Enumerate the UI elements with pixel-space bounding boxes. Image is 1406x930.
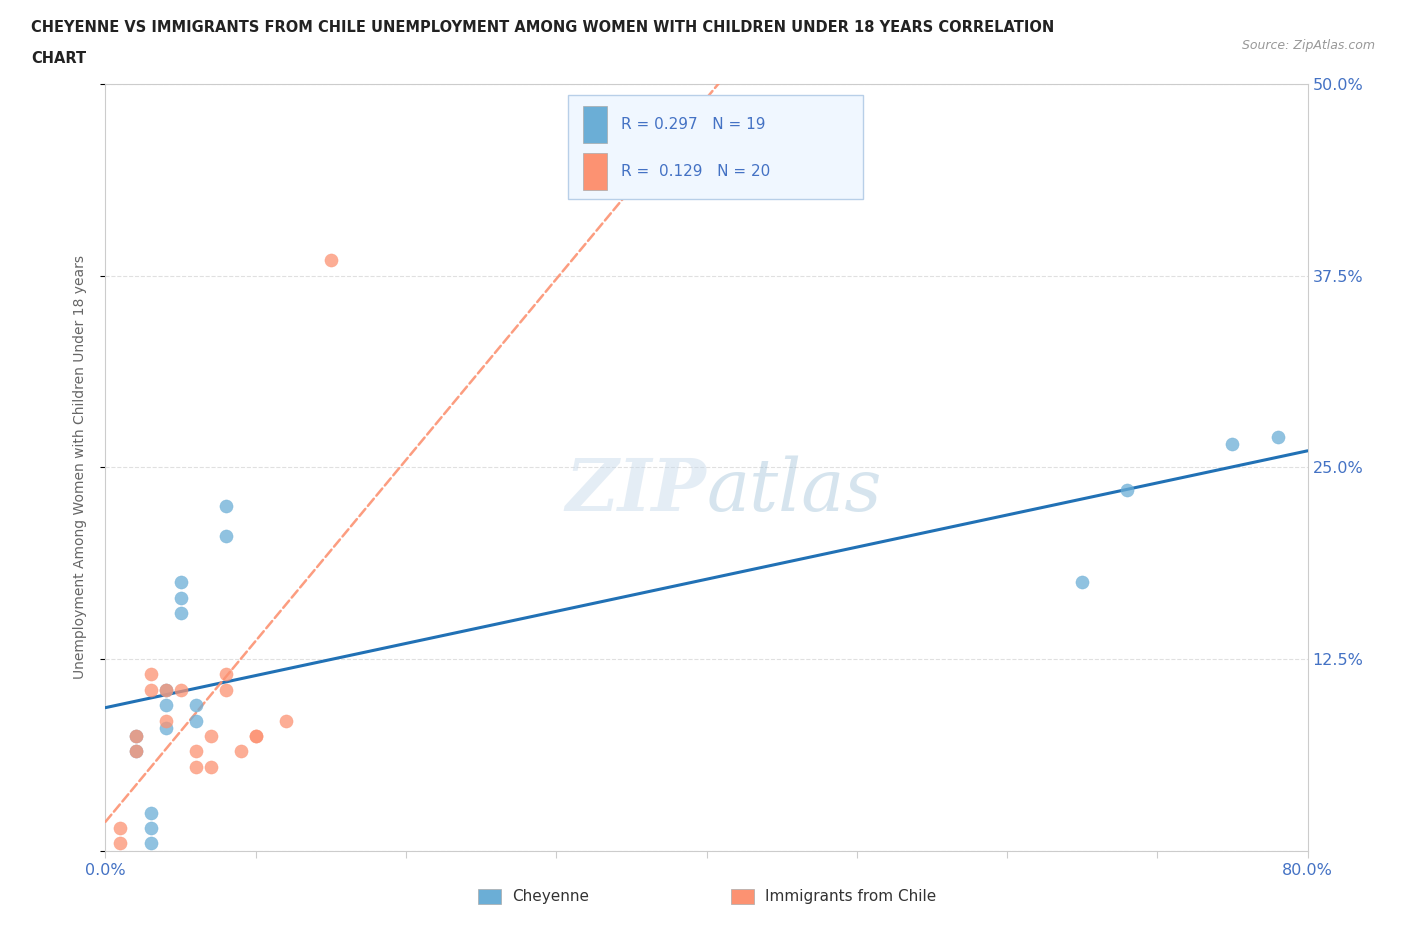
Point [139, 667, 162, 682]
Point [1222, 437, 1244, 452]
Point [139, 836, 162, 851]
Point [184, 698, 207, 712]
FancyBboxPatch shape [582, 106, 607, 143]
Point [124, 728, 146, 743]
Point [139, 683, 162, 698]
Point [124, 744, 146, 759]
Text: ZIP: ZIP [565, 455, 707, 525]
Point [214, 529, 236, 544]
Y-axis label: Unemployment Among Women with Children Under 18 years: Unemployment Among Women with Children U… [73, 256, 87, 679]
Point [229, 744, 252, 759]
Text: atlas: atlas [707, 455, 882, 525]
Point [139, 805, 162, 820]
Point [245, 728, 267, 743]
Text: CHEYENNE VS IMMIGRANTS FROM CHILE UNEMPLOYMENT AMONG WOMEN WITH CHILDREN UNDER 1: CHEYENNE VS IMMIGRANTS FROM CHILE UNEMPL… [31, 20, 1054, 35]
Point [184, 713, 207, 728]
Point [1267, 430, 1289, 445]
Point [184, 744, 207, 759]
Point [124, 744, 146, 759]
Point [169, 575, 191, 590]
Text: Cheyenne: Cheyenne [512, 889, 589, 904]
FancyBboxPatch shape [568, 95, 863, 199]
Point [245, 728, 267, 743]
Point [184, 759, 207, 774]
Point [110, 820, 132, 835]
Point [1116, 483, 1139, 498]
Text: R = 0.297   N = 19: R = 0.297 N = 19 [621, 117, 766, 132]
Point [214, 498, 236, 513]
Point [155, 721, 177, 736]
Point [155, 698, 177, 712]
FancyBboxPatch shape [582, 153, 607, 190]
Point [110, 836, 132, 851]
Point [155, 683, 177, 698]
Point [169, 683, 191, 698]
Text: Source: ZipAtlas.com: Source: ZipAtlas.com [1241, 39, 1375, 52]
Point [169, 605, 191, 620]
Point [155, 683, 177, 698]
Point [139, 820, 162, 835]
Text: CHART: CHART [31, 51, 86, 66]
Point [169, 591, 191, 605]
Point [214, 683, 236, 698]
Point [200, 759, 222, 774]
Point [214, 667, 236, 682]
Point [200, 728, 222, 743]
Point [124, 728, 146, 743]
Text: Immigrants from Chile: Immigrants from Chile [765, 889, 936, 904]
Point [319, 253, 342, 268]
Point [274, 713, 297, 728]
Text: R =  0.129   N = 20: R = 0.129 N = 20 [621, 164, 770, 179]
Point [155, 713, 177, 728]
Point [1071, 575, 1094, 590]
